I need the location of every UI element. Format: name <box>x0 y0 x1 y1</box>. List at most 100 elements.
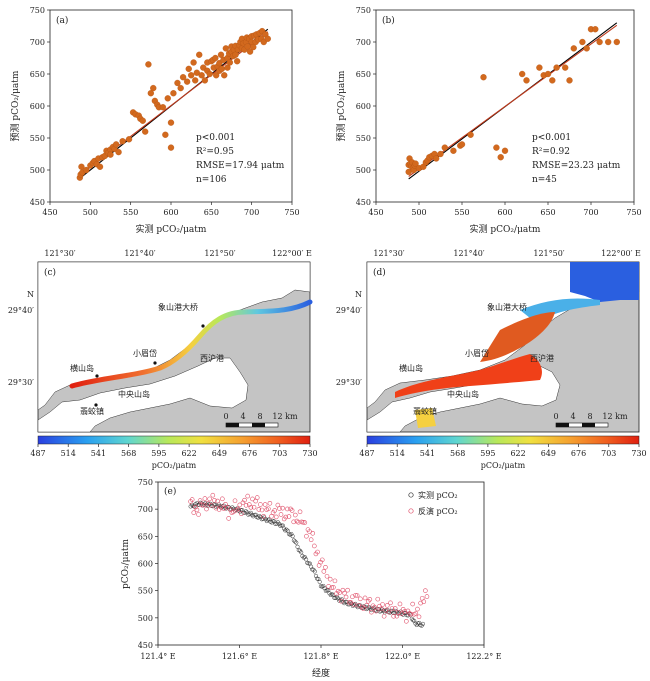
data-point <box>183 78 191 85</box>
data-point <box>497 154 504 161</box>
retrieved-point <box>194 507 200 513</box>
retrieved-point <box>267 501 273 506</box>
measured-point <box>279 523 284 528</box>
measured-point <box>192 504 197 509</box>
measured-point <box>247 511 252 516</box>
measured-point <box>371 605 376 611</box>
x-tick-label: 121.8° E <box>303 652 338 661</box>
colorbar-tick-label: 703 <box>272 449 287 458</box>
stat-n: n=45 <box>532 175 557 185</box>
data-point <box>167 144 175 151</box>
retrieved-point <box>392 606 398 611</box>
measured-point <box>337 598 342 603</box>
svg-text:8: 8 <box>257 412 262 421</box>
retrieved-point <box>262 502 268 507</box>
retrieved-point <box>199 502 205 508</box>
data-point <box>570 45 577 52</box>
lat-tick: N <box>355 290 362 299</box>
data-point <box>458 141 466 148</box>
measured-point <box>365 606 370 611</box>
measured-point <box>304 557 309 562</box>
lon-tick: 121°30′ <box>44 249 75 258</box>
data-point <box>196 51 203 58</box>
colorbar-tick-label: 514 <box>61 449 76 458</box>
retrieved-point <box>312 543 317 549</box>
x-tick-label: 121.6° E <box>222 652 257 661</box>
place-label: 中央山岛 <box>118 389 150 399</box>
legend-marker <box>408 492 414 498</box>
retrieved-point <box>421 599 427 605</box>
measured-point <box>420 621 425 626</box>
measured-point <box>274 521 279 526</box>
retrieved-point <box>388 600 393 606</box>
retrieved-point <box>256 507 262 512</box>
line-panel-e: (e) 121.4° E 121.6° E 121.8° E 122.0° E 122.… <box>121 478 502 679</box>
retrieved-point <box>266 506 271 512</box>
data-point <box>177 84 184 92</box>
retrieved-point <box>189 497 195 502</box>
retrieved-point <box>212 498 217 503</box>
legend: 实测 pCO₂ 反演 pCO₂ <box>408 490 458 516</box>
measured-point <box>283 528 288 533</box>
retrieved-point <box>367 597 373 602</box>
data-point <box>198 72 205 79</box>
colorbar-tick-label: 568 <box>450 449 465 458</box>
retrieved-point <box>354 593 360 598</box>
data-point <box>78 163 85 170</box>
colorbar-tick-label: 703 <box>601 449 616 458</box>
data-point <box>536 64 543 71</box>
data-point <box>193 69 200 76</box>
data-point <box>217 51 225 58</box>
measured-point <box>286 531 291 536</box>
y-tick-label: 700 <box>356 38 371 47</box>
place-label: 象山港大桥 <box>487 302 527 312</box>
y-tick-label: 550 <box>356 134 371 143</box>
measured-point <box>344 599 349 604</box>
y-tick-label: 500 <box>30 166 45 175</box>
retrieved-point <box>310 530 316 536</box>
retrieved-point <box>288 506 293 512</box>
colorbar-gradient <box>37 435 311 445</box>
retrieved-point <box>235 506 241 512</box>
retrieved-point <box>251 504 257 510</box>
y-tick-label: 500 <box>356 166 371 175</box>
svg-text:12 km: 12 km <box>602 412 628 421</box>
map-panel-d: (d) 121°30′ 121°40′ 121°50′ 122°00′ E N … <box>336 249 641 433</box>
lon-tick: 121°40′ <box>453 249 484 258</box>
retrieved-point <box>380 602 385 607</box>
lon-tick: 121°40′ <box>124 249 155 258</box>
x-tick-label: 122.2° E <box>466 652 501 661</box>
data-point <box>246 48 254 55</box>
data-point <box>480 74 487 81</box>
map-panel-c: (c) 121°30′ 121°40′ 121°50′ 122°00′ E N … <box>8 249 313 433</box>
water-inlet <box>415 408 436 428</box>
data-point <box>493 144 500 151</box>
retrieved-point <box>410 601 415 607</box>
svg-text:12 km: 12 km <box>272 412 298 421</box>
y-tick-label: 450 <box>138 641 153 650</box>
measured-series <box>188 500 425 628</box>
retrieved-point <box>408 611 414 617</box>
data-point <box>190 59 197 66</box>
retrieved-point <box>416 614 422 620</box>
svg-text:4: 4 <box>570 412 575 421</box>
stat-n: n=106 <box>196 175 227 185</box>
svg-text:8: 8 <box>587 412 592 421</box>
colorbar-tick-label: 514 <box>390 449 405 458</box>
data-point <box>162 131 169 138</box>
retrieved-point <box>391 613 396 619</box>
retrieved-point <box>337 590 343 595</box>
x-tick-label: 121.4° E <box>140 652 175 661</box>
colorbar-tick-label: 649 <box>541 449 556 458</box>
y-tick-label: 750 <box>356 6 371 15</box>
retrieved-point <box>210 492 216 498</box>
stat-r2: R²=0.92 <box>532 147 570 157</box>
colorbar-tick-label: 487 <box>359 449 374 458</box>
measured-point <box>248 510 253 515</box>
svg-text:0: 0 <box>553 412 558 421</box>
retrieved-point <box>348 600 354 605</box>
retrieved-point <box>299 519 304 525</box>
retrieved-point <box>342 590 347 596</box>
retrieved-point <box>321 569 327 574</box>
data-point <box>107 151 114 158</box>
